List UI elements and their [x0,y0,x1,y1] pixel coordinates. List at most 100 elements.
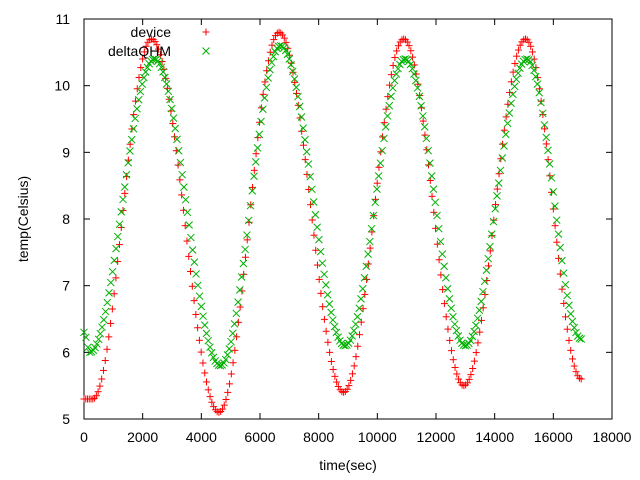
data-point [304,160,313,168]
data-point [187,267,195,275]
data-point [570,323,579,332]
data-point [409,53,417,61]
data-point [426,159,434,167]
data-point [290,75,299,83]
data-point [159,68,167,76]
data-point [333,378,341,386]
data-point [143,63,152,72]
data-point [514,69,522,78]
data-point [187,233,195,242]
data-point [332,328,341,337]
data-point [360,273,369,282]
data-point [237,273,246,281]
axis-ticks [83,18,613,420]
data-point [185,252,193,260]
data-point [204,386,212,394]
data-point [530,66,538,75]
data-point [197,348,205,356]
data-point [419,117,427,125]
data-point [330,322,339,331]
data-point [487,230,496,239]
data-point [467,371,475,379]
data-point [374,172,383,180]
data-point [480,277,489,286]
data-point [554,230,563,238]
data-point [431,198,440,207]
y-tick-label: 7 [62,278,70,294]
data-point [481,290,489,298]
data-point [531,72,540,81]
data-point [361,290,369,298]
data-point [508,90,517,99]
data-point [162,80,171,88]
data-point [359,305,367,313]
data-point [498,154,507,162]
x-tick-label: 6000 [244,429,275,445]
data-point [99,366,107,374]
data-point [283,50,292,59]
data-point [350,326,358,335]
data-point [405,42,413,50]
data-point [406,60,415,69]
data-point [117,224,125,232]
data-point [417,101,425,110]
data-point [387,92,395,101]
data-point [121,189,129,197]
data-point [207,348,216,357]
data-point [532,64,540,72]
data-point [98,323,106,332]
data-point [139,55,147,63]
data-point [92,392,100,400]
data-point [117,208,126,216]
data-point [135,74,143,82]
data-point [112,244,120,253]
data-point [371,198,379,207]
data-point [354,342,362,350]
data-point [345,382,353,390]
data-point [195,336,203,344]
data-point [192,270,200,278]
data-point [324,338,332,346]
data-point [164,87,173,96]
data-point [107,319,115,327]
data-point [313,261,321,269]
data-point [419,112,427,120]
data-point [561,280,570,289]
data-point [200,321,209,329]
data-point [577,335,586,343]
data-point [539,111,547,119]
data-point [393,47,401,55]
data-point [350,362,358,370]
data-point [320,270,328,279]
data-point [494,179,503,187]
data-point [482,266,491,275]
data-point [171,124,180,133]
data-point [199,312,207,321]
series-deltaqhm [80,41,586,370]
data-point [466,336,475,345]
data-point [262,83,271,92]
data-point [556,243,565,252]
data-point [224,388,232,396]
data-point [429,185,438,193]
data-point [218,405,226,413]
data-point [246,201,255,210]
data-point [563,291,572,300]
data-point [255,130,264,139]
data-point [147,35,155,43]
y-tick-label: 9 [62,144,70,160]
data-point [115,241,123,249]
data-point [496,166,505,175]
data-point [357,318,365,326]
data-point [551,222,559,230]
data-point [216,361,225,370]
data-point [381,123,390,131]
data-point [292,83,301,92]
y-axis-label: temp(Celsius) [15,176,31,262]
data-point [463,379,471,387]
data-point [225,345,234,353]
data-point [575,374,583,382]
y-tick-label: 10 [54,78,70,94]
data-point [315,235,323,244]
data-point [479,304,487,312]
